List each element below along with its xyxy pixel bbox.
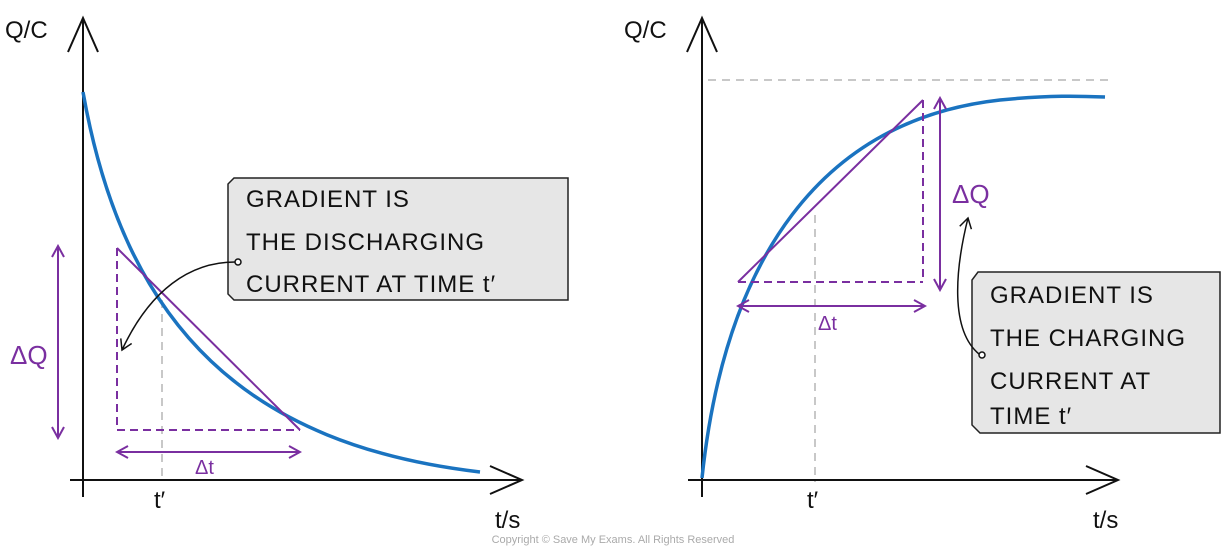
callout-box [227,177,569,301]
x-axis-label: t/s [1093,507,1118,534]
discharge-graph: Q/C t/s t′ ΔQ Δt GRADIENT IS THE DISCHAR… [5,15,569,534]
callout-line-3: CURRENT AT [990,368,1151,395]
delta-t-label: Δt [195,457,214,479]
callout-box [971,271,1221,434]
tangent-line [737,99,924,283]
x-axis-arrowhead [1085,465,1121,495]
y-axis-arrowhead [67,15,99,53]
charge-graph: Q/C t/s t′ ΔQ Δt GRADIENT IS THE CHARGIN… [624,15,1221,534]
callout-pointer-arrow [956,216,980,355]
y-axis-arrowhead [686,15,718,53]
delta-q-label: ΔQ [10,340,48,370]
callout-pointer-dot [234,258,242,266]
tangent-line [116,247,301,431]
delta-t-label: Δt [818,313,837,335]
copyright-notice: Copyright © Save My Exams. All Rights Re… [492,534,735,546]
callout-line-1: GRADIENT IS [246,186,410,213]
discharge-curve [81,91,481,474]
callout-line-4: TIME t′ [990,403,1072,430]
y-axis-label: Q/C [5,17,48,44]
callout-pointer-arrow [120,261,236,352]
x-axis-label: t/s [495,507,520,534]
callout-line-3: CURRENT AT TIME t′ [246,271,496,298]
callout-line-2: THE CHARGING [990,325,1186,352]
callout-pointer-dot [978,351,986,359]
delta-q-label: ΔQ [952,179,990,209]
x-axis-arrowhead [489,465,525,495]
callout-line-1: GRADIENT IS [990,282,1154,309]
t-prime-label: t′ [807,487,819,514]
t-prime-label: t′ [154,487,166,514]
y-axis-label: Q/C [624,17,667,44]
callout-line-2: THE DISCHARGING [246,229,485,256]
